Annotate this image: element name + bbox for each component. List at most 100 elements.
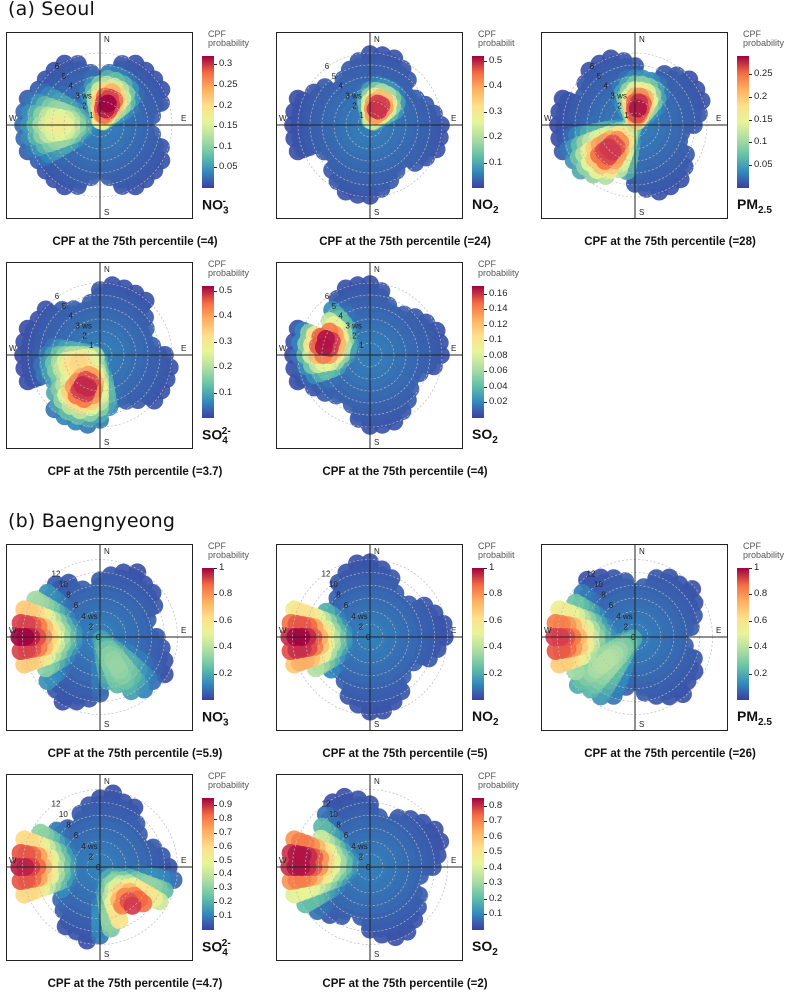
pollutant-label: SO42- (202, 938, 231, 958)
cardinal-label-s: S (639, 720, 644, 729)
colorbar-tick (214, 804, 217, 806)
panel-caption: CPF at the 75th percentile (=4) (52, 236, 218, 248)
colorbar-title-line1: CPF (478, 771, 496, 781)
cardinal-label-s: S (639, 208, 644, 217)
pollutant-main: NO (472, 708, 493, 724)
colorbar-tick-label: 0.1 (219, 910, 233, 922)
cardinal-label-s: S (374, 950, 379, 959)
cardinal-label-s: S (104, 438, 109, 447)
panel-caption: CPF at the 75th percentile (=5.9) (47, 748, 223, 760)
colorbar-tick-label: 0.4 (219, 310, 233, 322)
colorbar-tick (484, 867, 487, 869)
ws-label: 3 ws (345, 92, 361, 101)
colorbar-tick-label: 0.2 (489, 892, 503, 904)
colorbar-tick-label: 0.6 (489, 830, 503, 842)
panel-caption: CPF at the 75th percentile (=26) (584, 748, 756, 760)
pollutant-label: PM2.5 (737, 708, 772, 728)
colorbar-tick-label: 1 (489, 562, 495, 573)
colorbar-tick (749, 620, 752, 622)
colorbar-title: CPF probabilit (478, 30, 515, 48)
colorbar-tick-label: 0.6 (754, 614, 768, 626)
colorbar-tick (214, 874, 217, 876)
colorbar-tick-label: 0.5 (489, 55, 503, 67)
ws-label: 6 (590, 62, 595, 71)
colorbar-tick (214, 832, 217, 834)
colorbar-tick (484, 883, 487, 885)
colorbar-tick-label: 0.8 (219, 812, 233, 824)
cpf-cell (599, 138, 618, 157)
colorbar-tick-label: 0.4 (219, 641, 233, 653)
colorbar-title: CPF probability (208, 772, 249, 790)
colorbar-tick-label: 0.8 (489, 799, 503, 811)
colorbar-title: CPF probability (743, 30, 784, 48)
ws-label: 3 ws (75, 92, 91, 101)
cardinal-label-w: W (9, 626, 17, 635)
colorbar-tick (214, 818, 217, 820)
cardinal-label-n: N (374, 35, 380, 44)
ws-label: 2 (352, 101, 357, 110)
colorbar-tick-label: 0.1 (219, 386, 233, 398)
cardinal-label-e: E (181, 114, 186, 123)
cardinal-label-w: W (279, 114, 287, 123)
ws-label: 0 (366, 633, 371, 642)
colorbar-title: CPF probability (208, 30, 249, 48)
cardinal-label-s: S (104, 208, 109, 217)
colorbar-tick-label: 0.3 (219, 882, 233, 894)
cpf-cell (73, 376, 92, 395)
ws-label: 8 (601, 591, 606, 600)
ws-label: 3 ws (75, 322, 91, 331)
cardinal-label-n: N (104, 777, 110, 786)
pollutant-label: NO2 (472, 708, 499, 728)
colorbar-tick-label: 0.02 (489, 396, 508, 408)
ws-label: 4 (69, 312, 74, 321)
colorbar-tick-label: 0.7 (489, 815, 503, 827)
colorbar-tick (749, 594, 752, 596)
colorbar-title: CPF probability (208, 260, 249, 278)
colorbar-tick (214, 647, 217, 649)
ws-label: 12 (587, 570, 596, 579)
pollutant-main: PM (737, 708, 758, 724)
ws-label: 2 (89, 622, 94, 631)
pollutant-sup: - (222, 708, 226, 719)
pollutant-sub: 2 (492, 946, 498, 958)
ws-label: 1 (359, 341, 364, 350)
colorbar-tick-label: 0.6 (489, 614, 503, 626)
colorbar-title-line1: CPF (208, 29, 226, 39)
colorbar-tick-label: 0.16 (489, 287, 508, 299)
colorbar-tick-label: 0.3 (219, 335, 233, 347)
colorbar-tick (484, 852, 487, 854)
cardinal-label-n: N (639, 35, 645, 44)
ws-label: 1 (359, 111, 364, 120)
colorbar-tick (484, 293, 487, 295)
colorbar-tick-label: 0.8 (489, 588, 503, 600)
colorbar-tick (749, 568, 752, 569)
cpf-cell (123, 896, 142, 915)
colorbar-tick (484, 324, 487, 326)
ws-label: 10 (59, 810, 68, 819)
pollutant-sub: 2.5 (758, 204, 772, 216)
colorbar (737, 56, 749, 188)
colorbar-tick (214, 84, 217, 86)
ws-label: 2 (82, 101, 87, 110)
colorbar-tick (749, 647, 752, 649)
colorbar-tick (214, 146, 217, 148)
colorbar-tick-label: 0.2 (219, 99, 233, 111)
pollutant-label: SO42- (202, 426, 231, 446)
ws-label: 0 (96, 863, 101, 872)
colorbar-title-line1: CPF (208, 259, 226, 269)
colorbar-tick (484, 111, 487, 113)
colorbar-tick-label: 0.1 (489, 156, 503, 168)
colorbar-tick (484, 86, 487, 88)
